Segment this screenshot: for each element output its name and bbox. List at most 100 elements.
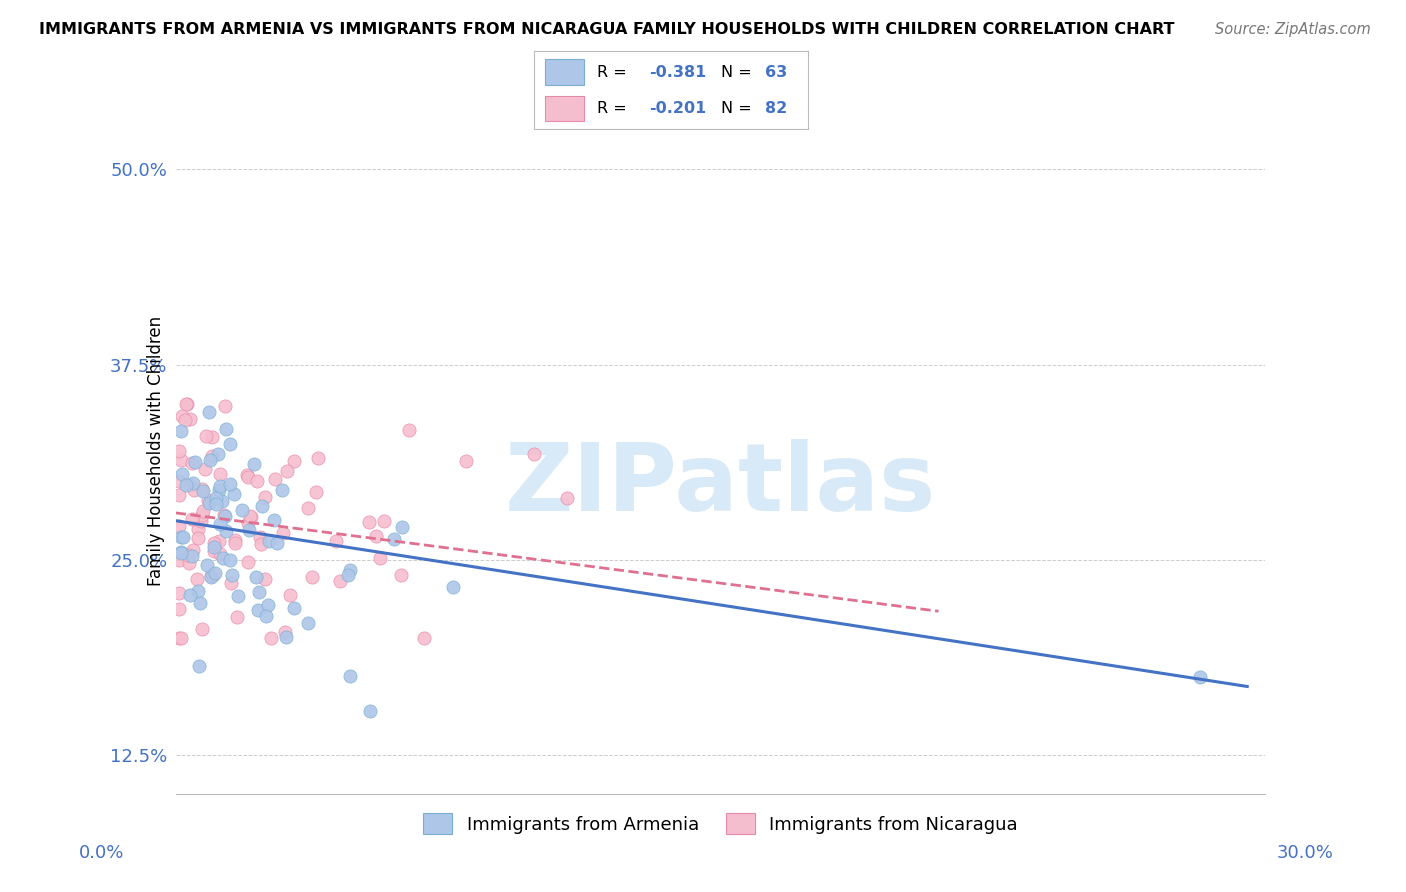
Point <box>276 464 298 478</box>
Point <box>204 541 226 555</box>
Point <box>264 472 287 486</box>
Point <box>214 509 236 524</box>
Point <box>278 588 301 602</box>
Point <box>181 476 204 491</box>
Point <box>169 586 191 600</box>
Point <box>297 616 319 631</box>
Point <box>190 483 212 497</box>
Point <box>218 437 240 451</box>
Point <box>170 453 193 467</box>
Point <box>218 552 240 566</box>
Point <box>215 422 238 436</box>
Point <box>181 549 204 563</box>
Point <box>339 563 361 577</box>
Point <box>218 477 240 491</box>
Point <box>170 545 193 559</box>
Point <box>183 483 205 498</box>
Point <box>366 529 388 543</box>
Point <box>200 570 222 584</box>
Text: -0.381: -0.381 <box>650 64 707 79</box>
Point <box>190 514 212 528</box>
Point <box>169 474 191 488</box>
Point <box>208 483 231 498</box>
Point <box>238 555 260 569</box>
Point <box>195 558 218 573</box>
Text: R =: R = <box>598 64 633 79</box>
Point <box>441 580 464 594</box>
Point <box>239 509 262 524</box>
Point <box>198 453 221 467</box>
Point <box>195 428 218 442</box>
Text: 63: 63 <box>765 64 787 79</box>
Point <box>454 454 477 468</box>
Point <box>187 531 209 545</box>
Point <box>257 534 280 549</box>
Point <box>398 423 420 437</box>
Point <box>191 484 214 499</box>
Point <box>413 631 436 645</box>
Point <box>236 467 259 482</box>
Point <box>274 630 297 644</box>
Point <box>224 533 246 548</box>
Point <box>204 566 226 580</box>
Point <box>1189 670 1212 684</box>
Point <box>176 396 198 410</box>
Point <box>191 622 214 636</box>
Point <box>368 550 391 565</box>
Point <box>194 462 217 476</box>
Point <box>200 569 222 583</box>
Point <box>391 520 413 534</box>
Point <box>169 518 191 533</box>
Point <box>186 572 208 586</box>
Point <box>271 525 294 540</box>
Point <box>226 610 249 624</box>
Point <box>274 625 297 640</box>
Text: 82: 82 <box>765 101 787 116</box>
Point <box>263 512 285 526</box>
Point <box>202 543 225 558</box>
Point <box>283 454 305 468</box>
FancyBboxPatch shape <box>546 95 583 121</box>
Text: 30.0%: 30.0% <box>1277 844 1333 862</box>
Point <box>226 589 249 603</box>
Point <box>249 530 271 544</box>
Point <box>201 568 224 582</box>
Point <box>236 470 259 484</box>
Point <box>205 497 228 511</box>
Point <box>246 475 269 489</box>
Point <box>283 600 305 615</box>
Text: N =: N = <box>721 101 756 116</box>
Point <box>170 467 193 481</box>
Point <box>260 631 283 645</box>
Point <box>238 523 260 537</box>
Point <box>181 512 204 526</box>
Point <box>236 516 259 530</box>
Point <box>297 500 319 515</box>
Point <box>200 449 222 463</box>
Point <box>221 576 243 591</box>
Point <box>557 491 579 506</box>
Point <box>222 486 245 500</box>
Point <box>307 450 329 465</box>
Point <box>169 602 191 616</box>
Text: N =: N = <box>721 64 756 79</box>
Point <box>305 484 328 499</box>
Legend: Immigrants from Armenia, Immigrants from Nicaragua: Immigrants from Armenia, Immigrants from… <box>415 805 1026 843</box>
Point <box>271 483 294 497</box>
Point <box>357 516 380 530</box>
Point <box>373 514 395 528</box>
Point <box>250 537 273 551</box>
Point <box>212 551 235 566</box>
Point <box>325 533 347 548</box>
Point <box>257 598 280 612</box>
Point <box>266 536 288 550</box>
Point <box>211 493 233 508</box>
Point <box>382 533 405 547</box>
Point <box>197 493 219 508</box>
Point <box>336 567 359 582</box>
Point <box>391 568 413 582</box>
Point <box>224 536 246 550</box>
Point <box>214 400 236 414</box>
Point <box>170 631 193 645</box>
Point <box>201 430 224 444</box>
